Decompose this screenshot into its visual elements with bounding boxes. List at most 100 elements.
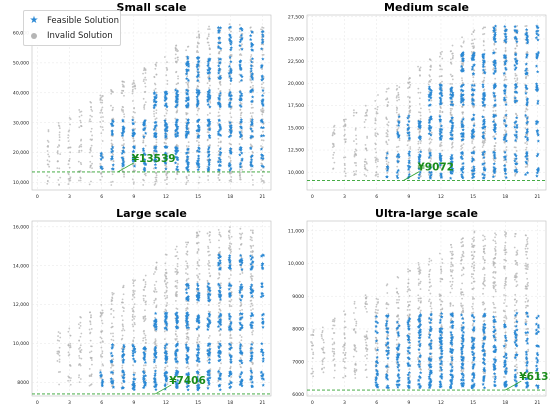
feasible-point [513,138,518,142]
invalid-point [48,165,51,168]
invalid-point [397,127,400,129]
invalid-point [514,72,517,75]
feasible-point [249,66,253,71]
feasible-point [186,298,190,302]
invalid-point [196,274,198,277]
feasible-point [153,373,157,378]
y-tick-label: 20,000 [13,150,29,156]
invalid-point [154,339,157,342]
feasible-point [406,123,410,127]
feasible-point [536,99,540,103]
feasible-point [470,150,474,155]
feasible-point [451,169,455,173]
feasible-point [99,373,103,378]
feasible-point [438,137,443,141]
feasible-point [461,56,466,61]
feasible-point [216,101,221,105]
feasible-point [175,313,179,318]
invalid-point [439,123,442,125]
feasible-point [525,97,530,101]
invalid-point [208,235,211,237]
invalid-point [102,116,104,118]
invalid-point [174,53,177,56]
feasible-point [439,158,443,163]
feasible-point [185,160,190,164]
invalid-point [230,143,233,146]
feasible-point [481,126,486,130]
invalid-point [218,239,220,242]
invalid-point [174,57,177,60]
feasible-point [197,127,201,132]
feasible-point [417,173,422,177]
feasible-point [131,159,135,163]
invalid-point [407,95,409,98]
feasible-point [185,61,190,66]
feasible-point [418,126,422,130]
invalid-point [353,161,356,164]
feasible-point [418,137,422,141]
invalid-point [504,100,506,103]
invalid-point [155,306,158,309]
invalid-point [374,107,377,110]
feasible-point [185,157,190,162]
invalid-point [353,150,356,153]
feasible-point [131,134,135,138]
invalid-point [175,295,178,298]
invalid-point [177,145,179,147]
invalid-point [481,141,484,144]
invalid-point [220,49,222,52]
invalid-point [376,158,379,161]
feasible-point [207,378,211,383]
invalid-point [230,337,233,339]
y-tick-label: 30,000 [13,120,29,126]
invalid-point [505,154,508,157]
x-tick-label: 15 [195,194,201,200]
feasible-point [142,374,146,378]
invalid-point [134,111,136,114]
feasible-point [218,128,222,132]
invalid-point [418,103,421,105]
feasible-point [154,355,158,359]
feasible-point [493,24,498,28]
feasible-point [206,102,210,106]
invalid-point [177,75,179,78]
feasible-point [185,353,189,357]
invalid-point [177,257,179,260]
invalid-point [144,334,147,337]
invalid-point [419,175,421,178]
invalid-point [239,334,242,337]
invalid-point [524,166,527,168]
feasible-point [195,386,200,390]
invalid-point [89,118,91,121]
feasible-point [407,172,412,176]
invalid-point [121,298,124,301]
feasible-point [451,94,455,98]
feasible-point [163,382,167,386]
invalid-point [196,337,199,339]
feasible-point [492,123,497,127]
invalid-point [220,362,222,365]
feasible-point [186,59,190,64]
invalid-point [473,146,476,149]
invalid-point [144,315,146,318]
feasible-point [100,155,105,159]
invalid-point [165,275,168,278]
invalid-point [482,140,484,142]
invalid-point [154,287,156,289]
feasible-point [492,86,496,90]
invalid-point [88,374,91,377]
feasible-point [535,70,540,74]
invalid-point [67,134,70,137]
invalid-point [228,247,230,249]
invalid-point [209,231,212,234]
feasible-point [175,155,180,160]
invalid-point [206,158,209,161]
invalid-point [208,73,211,76]
invalid-point [208,25,210,28]
invalid-point [397,173,400,176]
invalid-point [110,332,112,335]
feasible-point [514,156,518,161]
feasible-point [153,156,157,160]
invalid-point [396,165,399,168]
invalid-point [429,160,432,162]
